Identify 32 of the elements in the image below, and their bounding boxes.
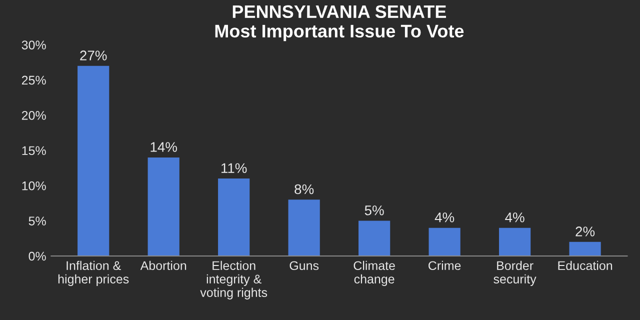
bar bbox=[499, 228, 531, 256]
y-tick-label: 30% bbox=[22, 40, 46, 50]
y-tick-label: 20% bbox=[22, 111, 46, 120]
x-tick-label: Border security bbox=[494, 260, 536, 286]
bar bbox=[358, 220, 390, 256]
bar bbox=[569, 242, 601, 256]
bar bbox=[428, 228, 460, 256]
x-tick-label: Inflation & higher prices bbox=[58, 260, 129, 286]
bar bbox=[218, 178, 250, 256]
chart-title: PENNSYLVANIA SENATE Most Important Issue To Vote bbox=[215, 5, 464, 42]
data-label: 4% bbox=[505, 212, 524, 222]
data-label: 8% bbox=[294, 184, 314, 194]
x-tick-label: Crime bbox=[428, 260, 461, 270]
bar bbox=[288, 200, 320, 256]
x-tick-label: Education bbox=[558, 260, 612, 270]
y-tick-label: 0% bbox=[28, 252, 46, 261]
y-tick-label: 15% bbox=[22, 146, 46, 156]
data-label: 27% bbox=[80, 50, 107, 60]
x-tick-label: Guns bbox=[290, 261, 319, 270]
data-label: 2% bbox=[576, 226, 595, 236]
x-tick-label: Climate change bbox=[354, 260, 395, 286]
data-label: 5% bbox=[364, 206, 384, 216]
data-label: 4% bbox=[434, 212, 454, 222]
data-label: 11% bbox=[222, 163, 247, 173]
data-label: 14% bbox=[150, 142, 177, 152]
bar bbox=[78, 66, 110, 256]
y-tick-label: 25% bbox=[22, 76, 46, 85]
x-tick-label: Election integrity & voting rights bbox=[200, 260, 268, 300]
x-tick-label: Abortion bbox=[140, 260, 186, 270]
bar bbox=[148, 157, 180, 256]
y-tick-label: 5% bbox=[28, 216, 46, 226]
y-tick-label: 10% bbox=[22, 181, 46, 190]
